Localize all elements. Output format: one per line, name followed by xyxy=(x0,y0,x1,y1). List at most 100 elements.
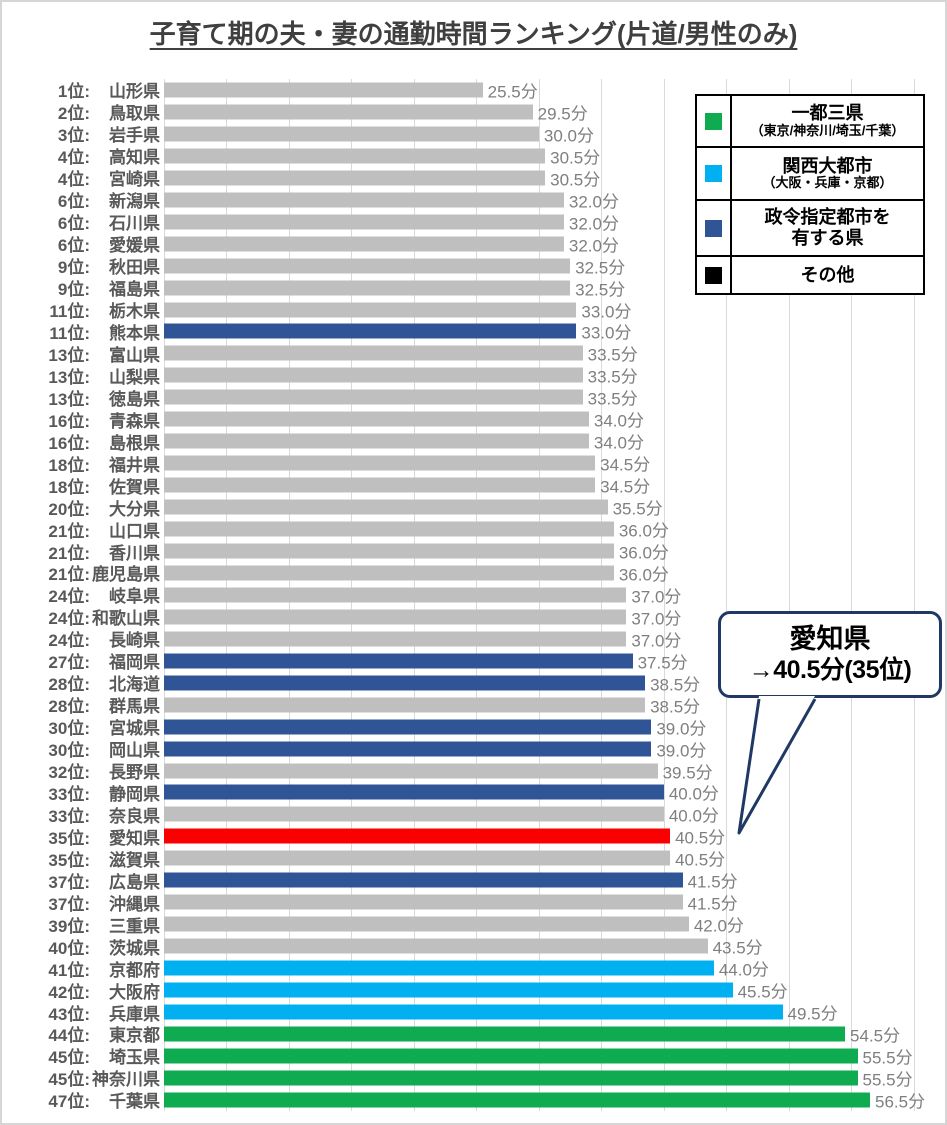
prefecture-label: 神奈川県 xyxy=(92,1070,160,1090)
table-row: 28位: 群馬県 38.5分 xyxy=(2,694,945,716)
rank-label: 6位: xyxy=(57,214,90,234)
value-label: 38.5分 xyxy=(650,675,701,695)
legend-swatch-kansai-icon xyxy=(705,165,722,182)
value-label: 40.5分 xyxy=(675,828,726,848)
value-label: 34.0分 xyxy=(593,433,644,453)
prefecture-label: 埼玉県 xyxy=(109,1048,160,1068)
value-label: 39.0分 xyxy=(656,741,707,761)
value-label: 49.5分 xyxy=(787,1004,838,1024)
value-label: 29.5分 xyxy=(537,104,588,124)
rank-label: 11位: xyxy=(49,323,90,343)
value-label: 34.5分 xyxy=(600,477,651,497)
table-row: 42位: 大阪府 45.5分 xyxy=(2,979,945,1002)
bar xyxy=(164,477,596,493)
value-label: 30.5分 xyxy=(550,170,601,190)
bar xyxy=(164,1070,858,1086)
prefecture-label: 長崎県 xyxy=(109,631,160,651)
prefecture-label: 山形県 xyxy=(109,82,160,102)
prefecture-label: 宮城県 xyxy=(109,719,160,739)
callout-bubble: 愛知県 →40.5分(35位) xyxy=(718,611,942,698)
rank-label: 9位: xyxy=(57,280,90,300)
legend-label: 関西大都市 xyxy=(782,155,873,176)
value-label: 33.0分 xyxy=(581,323,632,343)
table-row: 13位: 山梨県 33.5分 xyxy=(2,364,945,387)
bar xyxy=(164,499,608,515)
rank-label: 37位: xyxy=(48,872,90,892)
value-label: 45.5分 xyxy=(737,982,788,1002)
legend-swatch-designated-icon xyxy=(705,219,722,237)
bar xyxy=(164,741,652,757)
prefecture-label: 群馬県 xyxy=(109,697,160,717)
legend-item-tokyo3: 一都三県 （東京/神奈川/埼玉/千葉） xyxy=(697,96,923,146)
rank-label: 42位: xyxy=(48,982,90,1002)
prefecture-label: 栃木県 xyxy=(109,302,160,322)
table-row: 6位: 新潟県 32.0分 xyxy=(2,189,945,211)
prefecture-label: 東京都 xyxy=(109,1026,160,1046)
table-row: 4位: 高知県 30.5分 xyxy=(2,145,945,167)
legend-item-kansai: 関西大都市 （大阪・兵庫・京都） xyxy=(697,146,923,199)
prefecture-label: 三重県 xyxy=(109,916,160,936)
value-label: 34.0分 xyxy=(593,411,644,431)
value-label: 54.5分 xyxy=(850,1026,901,1046)
table-row: 33位: 奈良県 40.0分 xyxy=(2,803,945,826)
value-label: 40.0分 xyxy=(668,784,719,804)
gridline xyxy=(788,79,790,1111)
bar xyxy=(164,148,546,164)
value-label: 33.5分 xyxy=(587,389,638,409)
rank-label: 33位: xyxy=(48,784,90,804)
bar xyxy=(164,543,614,559)
prefecture-label: 大分県 xyxy=(109,499,160,519)
table-row: 21位: 山口県 36.0分 xyxy=(2,518,945,541)
prefecture-label: 愛媛県 xyxy=(109,236,160,256)
callout-prefecture: 愛知県 xyxy=(789,623,871,654)
prefecture-label: 熊本県 xyxy=(109,323,160,343)
bar xyxy=(164,675,646,691)
rank-label: 27位: xyxy=(48,653,90,673)
rank-label: 13位: xyxy=(48,389,90,409)
prefecture-label: 宮崎県 xyxy=(109,170,160,190)
bar xyxy=(164,345,583,361)
rank-label: 37位: xyxy=(48,894,90,914)
bar xyxy=(164,411,589,427)
rank-label: 30位: xyxy=(48,719,90,739)
rank-label: 33位: xyxy=(48,806,90,826)
rank-label: 3位: xyxy=(57,126,90,146)
value-label: 37.0分 xyxy=(631,631,682,651)
prefecture-label: 福島県 xyxy=(109,280,160,300)
value-label: 32.0分 xyxy=(568,214,619,234)
legend-label: 政令指定都市を xyxy=(764,207,891,228)
value-label: 43.5分 xyxy=(712,938,763,958)
bar xyxy=(164,916,689,932)
table-row: 2位: 鳥取県 29.5分 xyxy=(2,101,945,123)
legend-label: その他 xyxy=(800,264,855,285)
table-row: 37位: 広島県 41.5分 xyxy=(2,869,945,892)
prefecture-label: 広島県 xyxy=(109,872,160,892)
value-label: 30.0分 xyxy=(543,126,594,146)
rank-label: 45位: xyxy=(48,1070,90,1090)
value-label: 40.0分 xyxy=(668,806,719,826)
legend-item-designated: 政令指定都市を 有する県 xyxy=(697,199,923,255)
gridline xyxy=(726,79,728,1111)
prefecture-label: 石川県 xyxy=(109,214,160,234)
prefecture-label: 北海道 xyxy=(109,675,160,695)
table-row: 16位: 島根県 34.0分 xyxy=(2,430,945,453)
value-label: 32.0分 xyxy=(568,236,619,256)
bar xyxy=(164,236,564,252)
rank-label: 4位: xyxy=(57,148,90,168)
rank-label: 32位: xyxy=(48,763,90,783)
rank-label: 16位: xyxy=(48,433,90,453)
table-row: 18位: 福井県 34.5分 xyxy=(2,452,945,475)
value-label: 30.5分 xyxy=(550,148,601,168)
table-row: 20位: 大分県 35.5分 xyxy=(2,496,945,519)
table-row: 28位: 北海道 38.5分 xyxy=(2,672,945,694)
rank-label: 6位: xyxy=(57,192,90,212)
table-row: 43位: 兵庫県 49.5分 xyxy=(2,1001,945,1024)
legend: 一都三県 （東京/神奈川/埼玉/千葉） 関西大都市 （大阪・兵庫・京都） 政令指… xyxy=(695,94,925,295)
bar xyxy=(164,587,627,603)
rank-label: 41位: xyxy=(48,960,90,980)
value-label: 36.0分 xyxy=(618,565,669,585)
value-label: 34.5分 xyxy=(600,455,651,475)
prefecture-label: 鹿児島県 xyxy=(92,565,160,585)
prefecture-label: 高知県 xyxy=(109,148,160,168)
prefecture-label: 青森県 xyxy=(109,411,160,431)
